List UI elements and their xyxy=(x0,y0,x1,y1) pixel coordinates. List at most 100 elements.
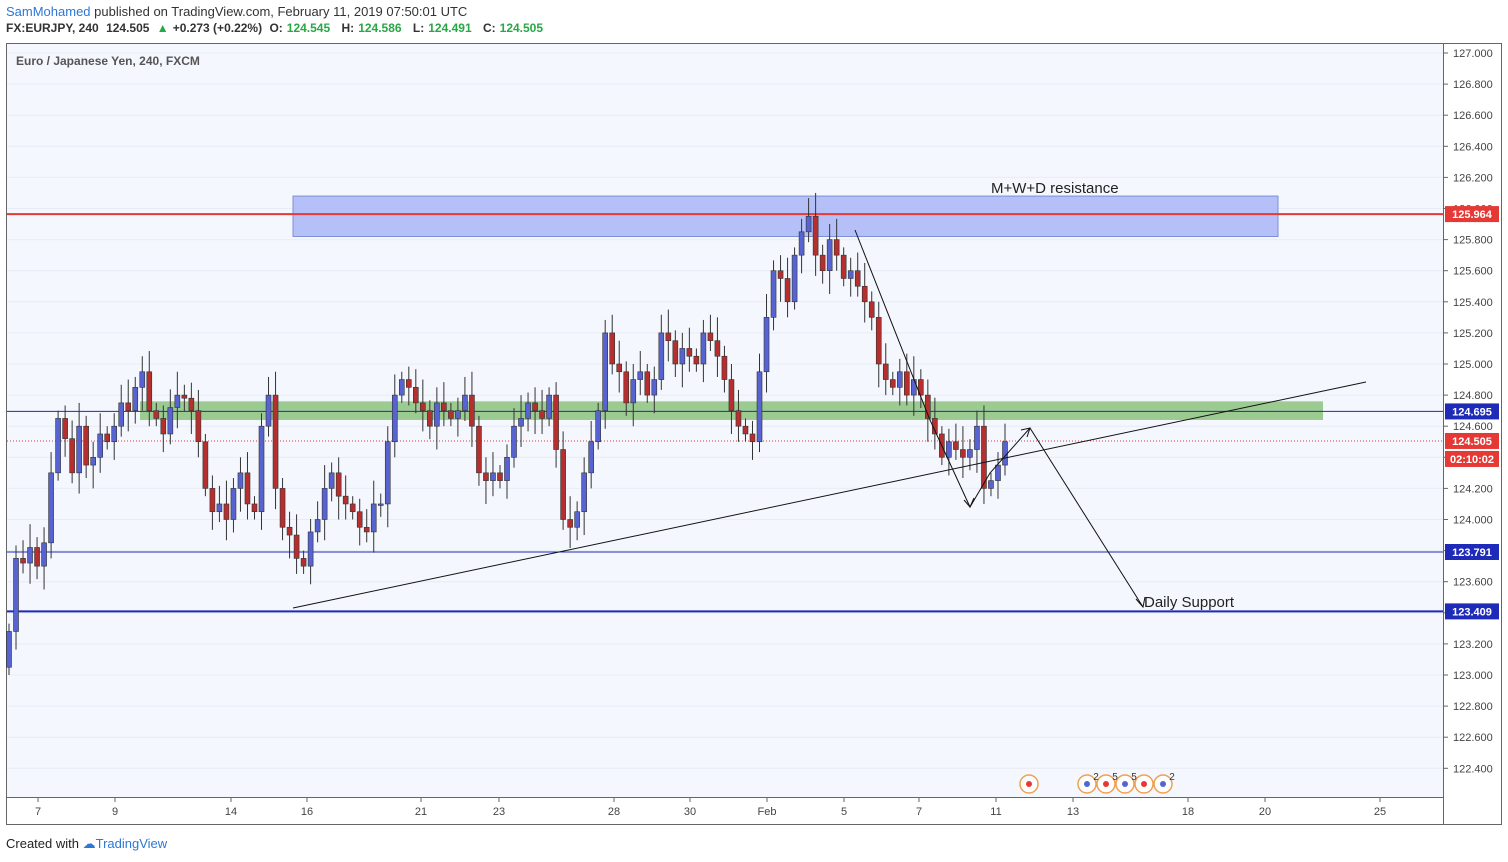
bear-candle xyxy=(644,371,651,396)
bull-candle xyxy=(791,254,798,303)
bear-candle xyxy=(623,371,630,404)
last-price: 124.505 xyxy=(106,21,150,35)
y-tick-label: 124.200 xyxy=(1453,483,1493,495)
bear-candle xyxy=(840,254,847,279)
bear-candle xyxy=(420,402,426,411)
bull-candle xyxy=(770,270,777,318)
price-label-box xyxy=(1445,603,1499,620)
bear-candle xyxy=(553,394,559,450)
bull-candle xyxy=(384,441,391,505)
y-tick-label: 123.200 xyxy=(1453,639,1493,651)
bear-candle xyxy=(279,488,286,528)
bull-candle xyxy=(798,231,805,256)
price-label: 02:10:02 xyxy=(1450,454,1494,466)
bull-candle xyxy=(230,488,237,520)
x-tick-label: 18 xyxy=(1182,806,1194,818)
x-tick-label: 30 xyxy=(684,806,696,818)
bull-candle xyxy=(630,379,637,404)
bull-candle xyxy=(546,394,552,419)
bull-candle xyxy=(504,456,510,481)
bear-candle xyxy=(286,526,293,536)
bull-candle xyxy=(763,317,770,373)
bear-candle xyxy=(560,449,566,520)
tradingview-link[interactable]: TradingView xyxy=(95,836,168,851)
arrow-head-icon xyxy=(1135,596,1146,609)
x-tick-label: 13 xyxy=(1067,806,1079,818)
x-tick-label: Feb xyxy=(758,806,777,818)
event-dot xyxy=(1026,781,1032,787)
bear-candle xyxy=(693,355,700,365)
bear-candle xyxy=(616,363,623,373)
bull-candle xyxy=(90,456,96,466)
bull-candle xyxy=(398,379,405,396)
bull-candle xyxy=(756,371,763,443)
chart-plot-area[interactable] xyxy=(7,44,1443,797)
bear-candle xyxy=(532,402,538,411)
high-value: 124.586 xyxy=(358,21,402,35)
resistance-annotation: M+W+D resistance xyxy=(991,180,1119,197)
bear-candle xyxy=(125,402,132,411)
bull-candle xyxy=(967,449,973,458)
bull-candle xyxy=(911,379,917,396)
bull-candle xyxy=(974,425,980,450)
x-tick-label: 7 xyxy=(916,806,922,818)
bear-candle xyxy=(441,402,447,411)
bear-candle xyxy=(875,317,882,365)
bear-candle xyxy=(539,410,545,419)
y-tick-label: 125.800 xyxy=(1453,235,1493,247)
bear-candle xyxy=(160,418,167,435)
arrow-head-icon xyxy=(1020,427,1031,438)
bear-candle xyxy=(363,526,370,533)
bear-candle xyxy=(960,449,966,458)
y-tick-label: 126.400 xyxy=(1453,141,1493,153)
bull-candle xyxy=(97,433,103,458)
bear-candle xyxy=(904,371,910,396)
bull-candle xyxy=(216,503,223,513)
bull-candle xyxy=(237,472,244,489)
bear-candle xyxy=(83,425,89,466)
bear-candle xyxy=(981,425,987,489)
bear-candle xyxy=(735,410,742,427)
y-tick-label: 124.800 xyxy=(1453,390,1493,402)
bull-candle xyxy=(679,348,686,365)
bull-candle xyxy=(455,410,461,419)
bull-candle xyxy=(490,472,496,481)
bear-candle xyxy=(721,355,728,380)
bear-candle xyxy=(406,379,412,388)
bull-candle xyxy=(377,503,384,506)
bear-candle xyxy=(469,394,475,427)
y-tick-label: 122.400 xyxy=(1453,763,1493,775)
bull-candle xyxy=(321,488,328,520)
bull-candle xyxy=(434,402,440,427)
x-tick-label: 16 xyxy=(301,806,313,818)
bull-candle xyxy=(525,402,531,419)
bear-candle xyxy=(342,495,349,505)
trendline xyxy=(292,381,1367,609)
bear-candle xyxy=(335,472,342,497)
y-tick-label: 123.600 xyxy=(1453,577,1493,589)
footer: Created with ☁TradingView xyxy=(6,836,167,852)
event-dot xyxy=(1084,781,1090,787)
bear-candle xyxy=(497,472,503,481)
author-link[interactable]: SamMohamed xyxy=(6,4,91,19)
bear-candle xyxy=(861,285,868,303)
bear-candle xyxy=(413,387,419,404)
bull-candle xyxy=(805,215,812,233)
price-label-box xyxy=(1445,403,1499,420)
time-axis[interactable] xyxy=(7,797,1443,825)
y-tick-label: 122.800 xyxy=(1453,701,1493,713)
y-tick-label: 125.400 xyxy=(1453,297,1493,309)
bear-candle xyxy=(272,394,279,489)
bull-candle xyxy=(370,503,377,533)
bear-candle xyxy=(356,511,363,528)
bear-candle xyxy=(62,418,68,439)
bull-candle xyxy=(700,332,707,365)
y-tick-label: 126.800 xyxy=(1453,79,1493,91)
bear-candle xyxy=(953,441,959,450)
open-value: 124.545 xyxy=(286,21,331,35)
x-tick-label: 25 xyxy=(1374,806,1386,818)
bear-candle xyxy=(104,433,110,443)
publish-text: published on TradingView.com, February 1… xyxy=(94,4,468,19)
bull-candle xyxy=(588,441,594,474)
open-label: O: 124.545 xyxy=(269,21,331,35)
